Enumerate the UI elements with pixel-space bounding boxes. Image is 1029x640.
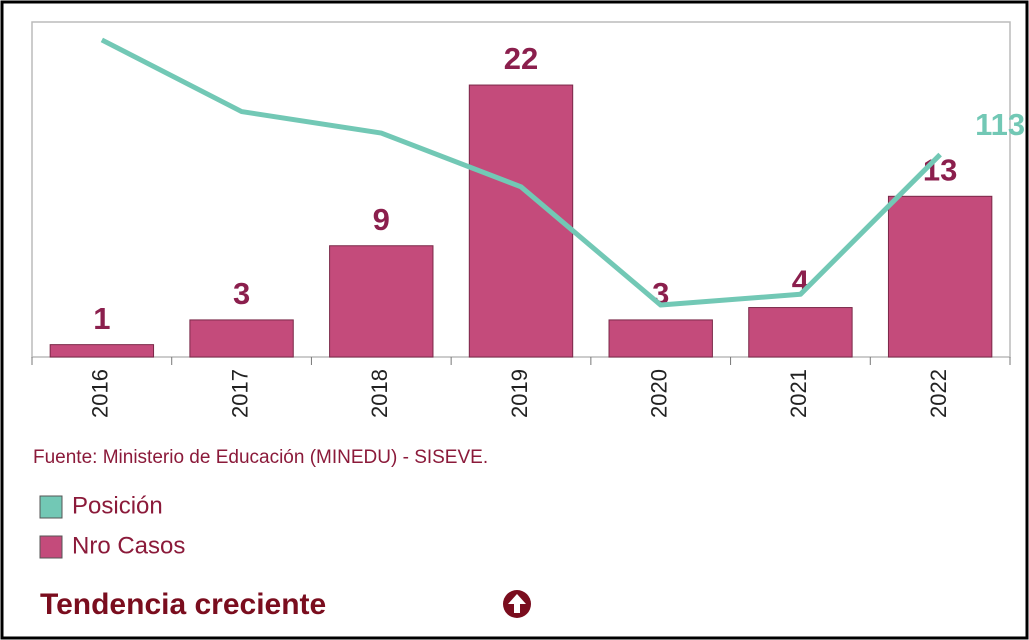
x-tick-label: 2021 — [786, 369, 811, 418]
legend-swatch — [39, 535, 63, 559]
data-label: 22 — [504, 41, 538, 76]
bar — [468, 84, 574, 358]
bar — [887, 195, 993, 358]
x-tick-label: 2018 — [367, 369, 392, 418]
bar — [748, 307, 853, 358]
legend-label: Nro Casos — [72, 532, 185, 559]
trend-icon — [503, 590, 531, 618]
data-label: 3 — [233, 276, 250, 311]
x-tick-label: 2016 — [88, 369, 113, 418]
trend-label: Tendencia creciente — [40, 588, 326, 621]
data-label: 9 — [373, 202, 390, 237]
x-tick-label: 2017 — [227, 369, 252, 418]
bar — [608, 319, 713, 358]
data-label: 1 — [93, 301, 110, 336]
data-label: 113 — [975, 107, 1025, 142]
data-label: 13 — [923, 152, 957, 187]
bar — [189, 319, 294, 358]
source: Fuente: Ministerio de Educación (MINEDU)… — [33, 447, 488, 468]
legend-swatch — [39, 495, 63, 519]
bar — [329, 245, 434, 358]
legend-label: Posición — [72, 492, 163, 519]
bar — [49, 344, 155, 358]
line — [100, 37, 942, 308]
x-tick-label: 2020 — [647, 369, 672, 418]
x-tick-label: 2019 — [507, 369, 532, 418]
x-tick-label: 2022 — [926, 369, 951, 418]
